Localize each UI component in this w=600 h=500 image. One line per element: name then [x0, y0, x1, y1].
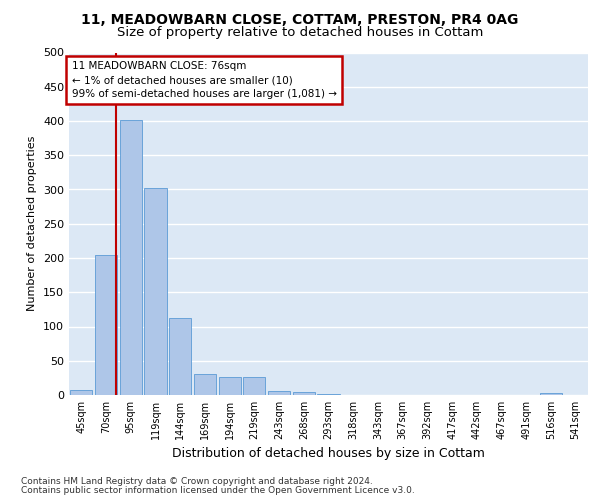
Text: 11, MEADOWBARN CLOSE, COTTAM, PRESTON, PR4 0AG: 11, MEADOWBARN CLOSE, COTTAM, PRESTON, P…: [82, 12, 518, 26]
Bar: [194, 374, 216, 395]
Bar: [169, 318, 191, 395]
Bar: [243, 376, 265, 395]
Bar: [70, 390, 92, 395]
Bar: [268, 391, 290, 395]
Text: Size of property relative to detached houses in Cottam: Size of property relative to detached ho…: [117, 26, 483, 39]
Bar: [293, 392, 315, 395]
Bar: [145, 188, 167, 395]
Bar: [317, 394, 340, 395]
X-axis label: Distribution of detached houses by size in Cottam: Distribution of detached houses by size …: [172, 448, 485, 460]
Bar: [95, 254, 117, 395]
Text: Contains HM Land Registry data © Crown copyright and database right 2024.: Contains HM Land Registry data © Crown c…: [21, 477, 373, 486]
Bar: [540, 393, 562, 395]
Bar: [119, 120, 142, 395]
Text: Contains public sector information licensed under the Open Government Licence v3: Contains public sector information licen…: [21, 486, 415, 495]
Y-axis label: Number of detached properties: Number of detached properties: [28, 136, 37, 312]
Text: 11 MEADOWBARN CLOSE: 76sqm
← 1% of detached houses are smaller (10)
99% of semi-: 11 MEADOWBARN CLOSE: 76sqm ← 1% of detac…: [71, 61, 337, 99]
Bar: [218, 376, 241, 395]
